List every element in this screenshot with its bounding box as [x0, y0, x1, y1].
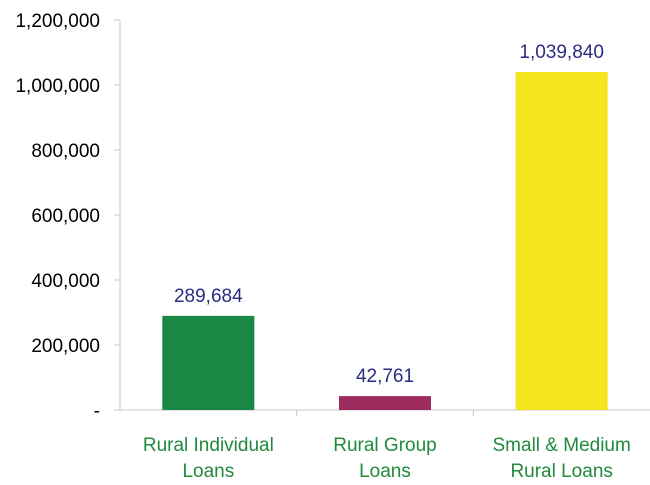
bar	[162, 315, 255, 410]
y-tick-label: 800,000	[31, 141, 100, 162]
data-labels: 289,684 42,761 1,039,840	[174, 42, 604, 387]
y-axis-ticks: - 200,000 400,000 600,000 800,000 1,000,000 1,…	[15, 11, 120, 422]
y-tick-label: 600,000	[31, 206, 100, 227]
bar	[515, 72, 608, 410]
bar-data-label: 289,684	[174, 286, 243, 307]
y-tick-label: 400,000	[31, 271, 100, 292]
bars	[162, 72, 608, 410]
y-tick-label: 200,000	[31, 336, 100, 357]
x-category-label: Rural Group Loans	[333, 435, 437, 482]
x-category-label: Small & Medium Rural Loans	[493, 435, 631, 482]
y-tick-label: 1,000,000	[15, 76, 100, 97]
y-tick-label: -	[94, 401, 100, 422]
x-axis-category-labels: Rural Individual Loans Rural Group Loans Sma…	[143, 410, 631, 482]
bar-data-label: 1,039,840	[519, 42, 604, 63]
bar-data-label: 42,761	[356, 366, 414, 387]
x-category-label: Rural Individual Loans	[143, 435, 274, 482]
y-tick-label: 1,200,000	[15, 11, 100, 32]
bar	[339, 396, 431, 410]
